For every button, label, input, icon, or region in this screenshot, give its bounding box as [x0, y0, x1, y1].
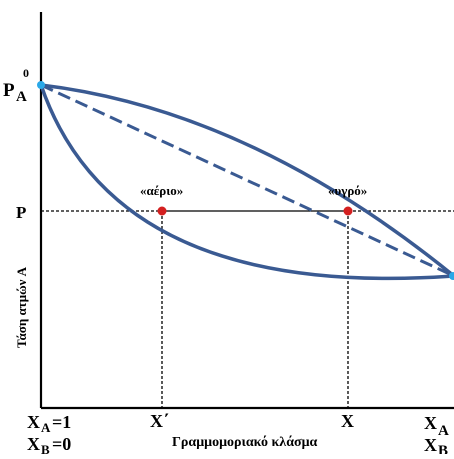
xb-right-main: X — [424, 435, 437, 454]
xa-right-sub: A — [438, 423, 449, 439]
xb-left-main: X — [27, 434, 40, 454]
y-axis-label: Τάση ατμών A — [14, 266, 29, 348]
gas-point — [157, 206, 167, 216]
gas-label: «αέριο» — [140, 183, 183, 198]
xa-left-sub: A — [41, 420, 51, 435]
pa0-label-sub: A — [16, 89, 27, 105]
x-axis-label: Γραμμομοριακό κλάσμα — [172, 435, 318, 450]
vapor-curve — [39, 84, 454, 281]
pa0-label-sup: 0 — [23, 66, 29, 80]
xb-right-sub: B — [438, 443, 448, 454]
xb-left-sub: B — [41, 442, 50, 454]
liquid-curve — [40, 83, 454, 278]
x-label: X — [341, 411, 354, 431]
xb-left-val: =0 — [52, 434, 71, 454]
xa-right-main: X — [424, 413, 437, 433]
liquid-point — [343, 206, 353, 216]
endpoint-right — [449, 272, 454, 280]
p-label: P — [16, 203, 26, 222]
pa0-label-main: P — [3, 80, 15, 101]
x-prime-label: X΄ — [150, 411, 169, 431]
liquid-label: «υγρό» — [328, 183, 367, 198]
xa-left-val: =1 — [52, 412, 71, 432]
endpoint-pa0 — [37, 81, 45, 89]
xa-left-main: X — [27, 412, 40, 432]
ideal-dashed-line — [40, 83, 454, 278]
